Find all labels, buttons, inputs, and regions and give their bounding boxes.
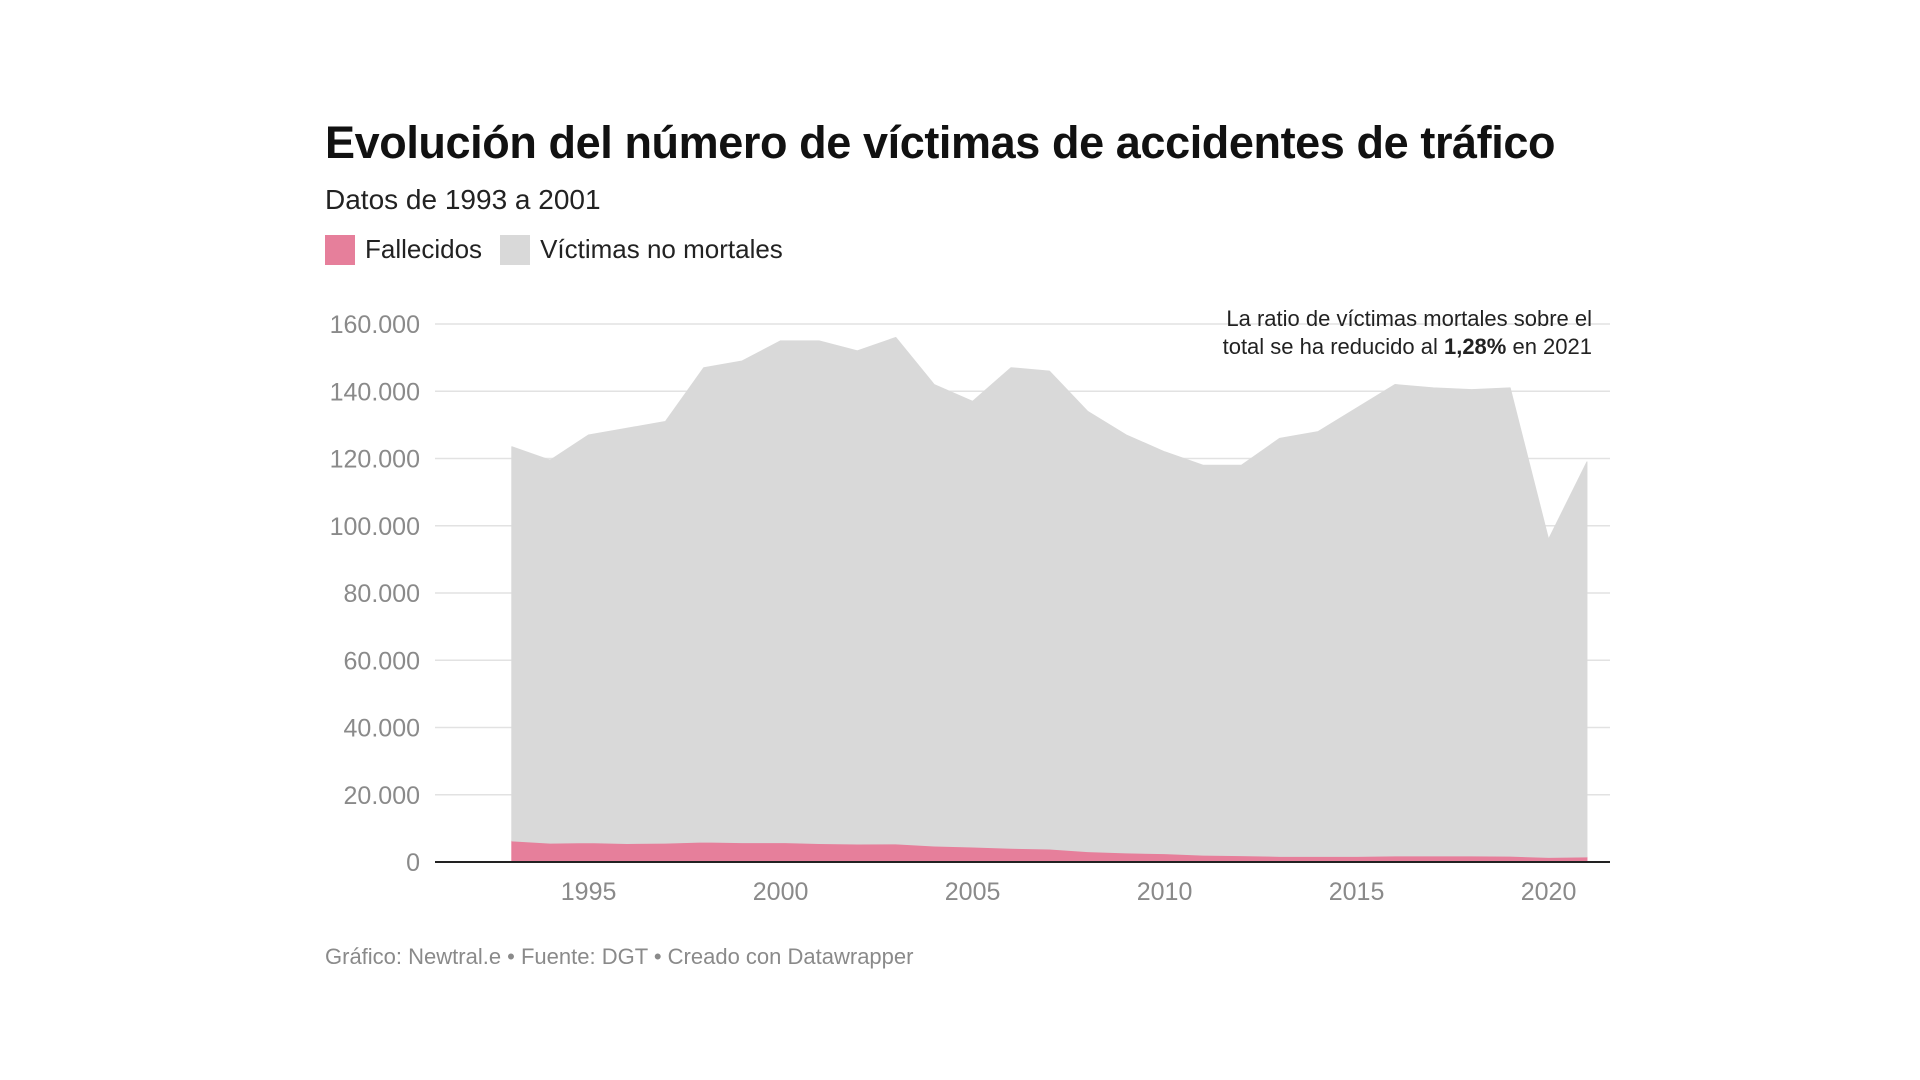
chart-header: Evolución del número de víctimas de acci… [325,115,1615,265]
legend-item-no-mortales: Víctimas no mortales [500,234,783,265]
y-tick-label: 120.000 [330,446,420,474]
annotation-line-2: total se ha reducido al 1,28% en 2021 [1223,334,1592,359]
legend-item-fallecidos: Fallecidos [325,234,482,265]
y-tick-label: 40.000 [344,715,420,743]
x-tick-label: 2015 [1329,878,1385,906]
x-tick-label: 2005 [945,878,1001,906]
x-tick-labels: 1995 2000 2005 2010 2015 2020 [561,878,1577,906]
legend-label-fallecidos: Fallecidos [365,234,483,264]
legend-swatch-no-mortales [500,234,531,265]
y-tick-label: 140.000 [330,378,420,406]
chart-subtitle: Datos de 1993 a 2001 [325,184,601,215]
y-tick-label: 100.000 [330,513,420,541]
y-tick-label: 60.000 [344,647,420,675]
chart-title: Evolución del número de víctimas de acci… [325,117,1556,168]
chart-areas [511,336,1588,863]
y-tick-label: 20.000 [344,782,420,810]
chart-footer: Gráfico: Newtral.e • Fuente: DGT • Cread… [325,944,914,969]
x-tick-label: 2010 [1137,878,1193,906]
chart-legend: Fallecidos Víctimas no mortales [325,234,1615,265]
y-tick-label: 160.000 [330,311,420,339]
annotation-line-1: La ratio de víctimas mortales sobre el [1226,306,1592,331]
y-tick-label: 80.000 [344,580,420,608]
legend-label-no-mortales: Víctimas no mortales [540,234,783,264]
y-tick-labels: 0 20.000 40.000 60.000 80.000 100.000 120.000 1… [330,311,420,877]
legend-swatch-fallecidos [325,234,355,265]
area-series-no-mortales [511,336,1588,858]
x-tick-label: 2020 [1521,878,1577,906]
x-tick-label: 2000 [753,878,809,906]
y-tick-label: 0 [406,849,420,877]
x-tick-label: 1995 [561,878,617,906]
